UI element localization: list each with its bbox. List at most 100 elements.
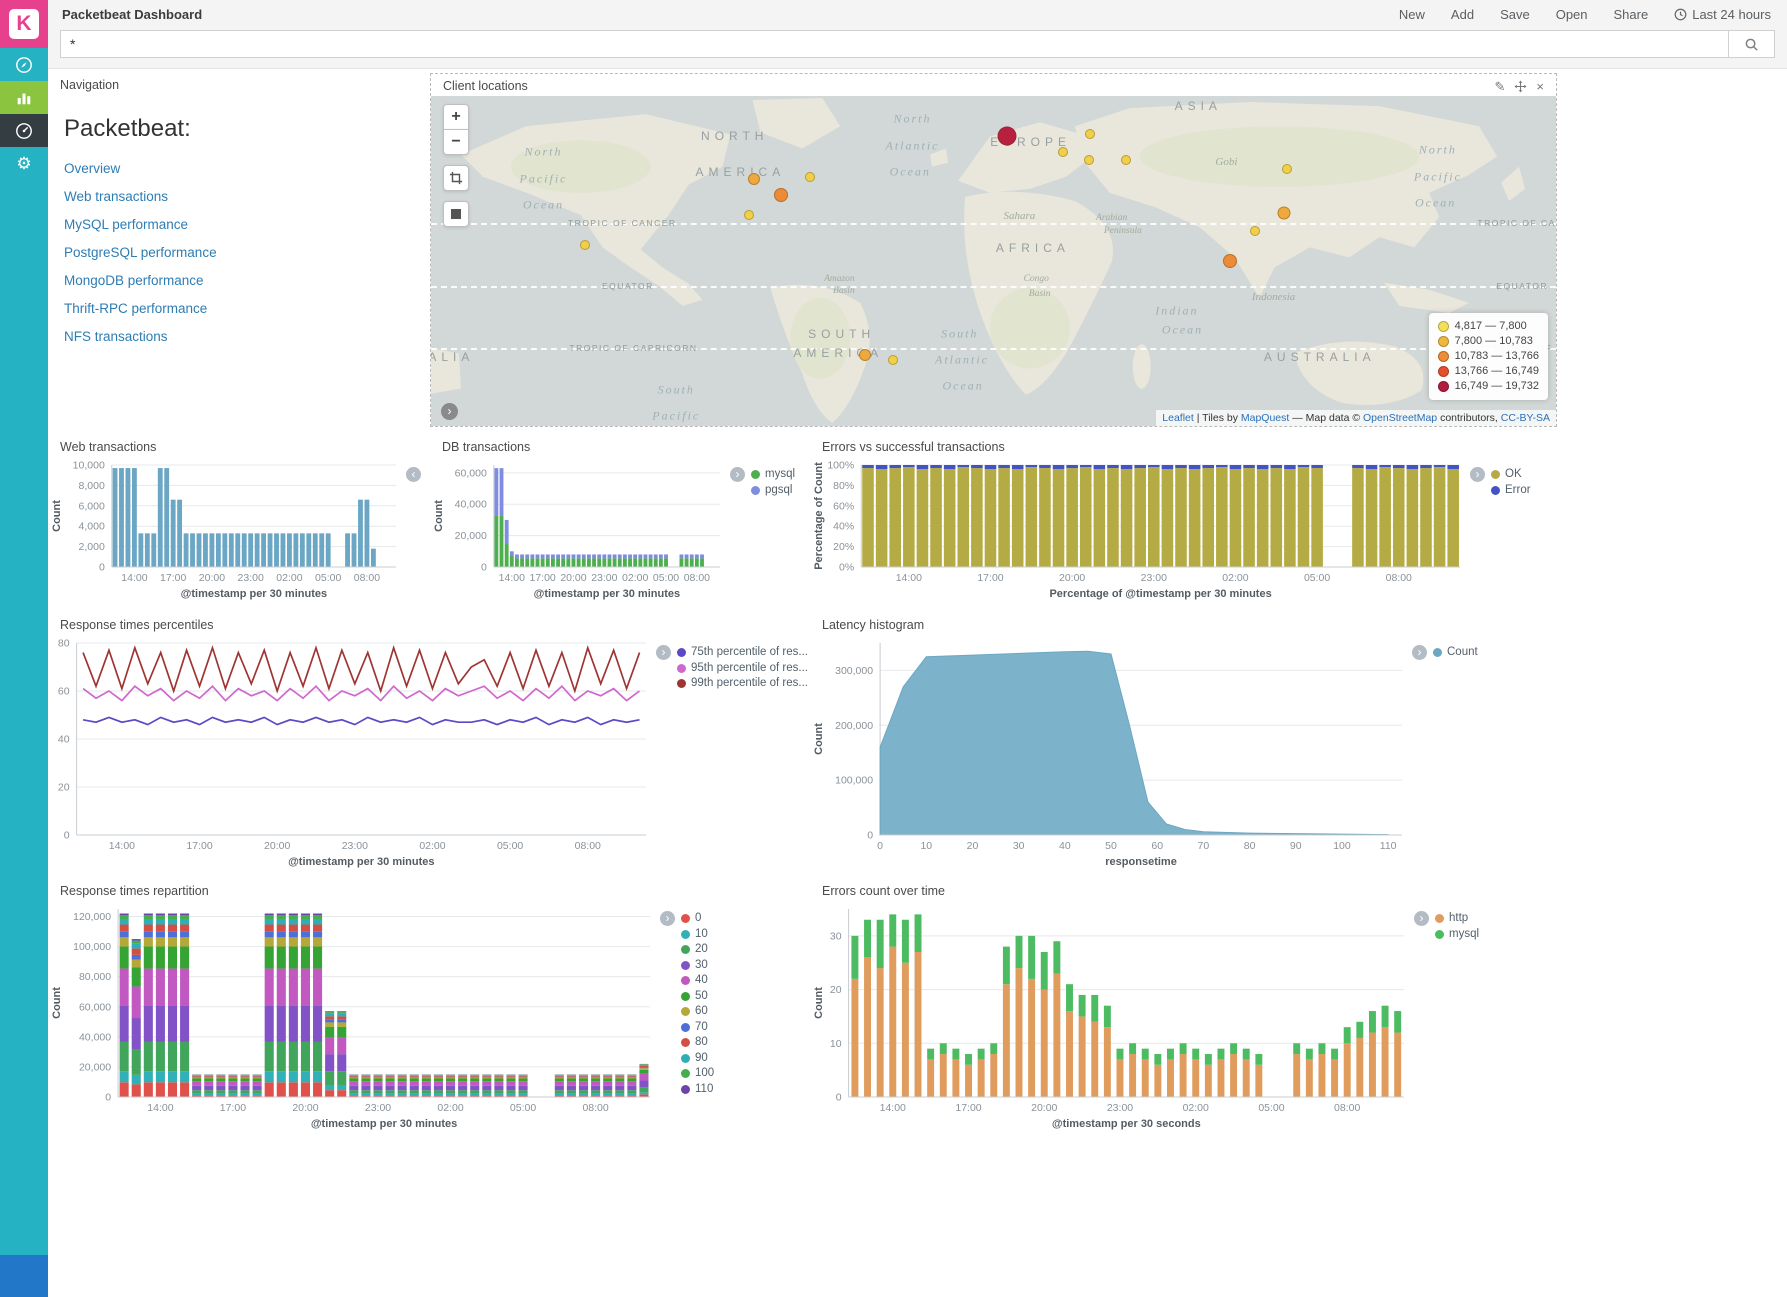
legend-item[interactable]: 60 (681, 1004, 714, 1020)
map-marker[interactable] (1084, 155, 1095, 166)
legend-item[interactable]: mysql (751, 467, 795, 483)
legend-toggle[interactable]: › (730, 467, 745, 482)
edit-panel-icon[interactable]: ✎ (1494, 78, 1506, 94)
legend-item[interactable]: 50 (681, 989, 714, 1005)
legend-item[interactable]: 100 (681, 1066, 714, 1082)
map-marker[interactable] (1222, 254, 1237, 268)
svg-text:08:00: 08:00 (1334, 1102, 1360, 1114)
map-marker[interactable] (1249, 226, 1260, 237)
response-repartition-chart[interactable]: 0 20,000 40,000 60,000 80,000 100,000 120,000 1… (48, 901, 660, 1133)
svg-text:100: 100 (1333, 840, 1351, 852)
errors-vs-ok-chart[interactable]: 0% 20% 40% 60% 80% 100% 14:00 17:00 20:00 23:00 02… (810, 457, 1470, 603)
search-button[interactable] (1729, 30, 1775, 58)
draw-filter-button[interactable] (443, 201, 469, 227)
legend-item[interactable]: Count (1433, 645, 1478, 661)
chart-canvas[interactable]: 0% 20% 40% 60% 80% 100% 14:00 17:00 20:00 23:00 02… (810, 457, 1470, 603)
map-controls: + − (443, 104, 469, 227)
map-marker[interactable] (773, 188, 788, 202)
map-marker[interactable] (1121, 155, 1132, 166)
legend-item[interactable]: 40 (681, 973, 714, 989)
map-marker[interactable] (805, 171, 816, 182)
nav-link-postgresql-performance[interactable]: PostgreSQL performance (64, 245, 217, 260)
chart-canvas[interactable]: 0 2,000 4,000 6,000 8,000 10,000 14:00 17:00 20:… (48, 457, 406, 603)
map-marker[interactable] (1282, 163, 1293, 174)
add-button[interactable]: Add (1450, 6, 1475, 22)
close-panel-icon[interactable]: × (1536, 78, 1544, 94)
errors-count-chart[interactable]: 0 10 20 30 14:00 17:00 20:00 23:00 02:00 05:00 08:… (810, 901, 1414, 1133)
sidebar-item-dashboard[interactable] (0, 114, 48, 147)
new-button[interactable]: New (1398, 6, 1425, 22)
map-marker[interactable] (744, 209, 755, 220)
svg-text:08:00: 08:00 (354, 572, 380, 584)
map-marker[interactable] (580, 239, 591, 250)
nav-heading: Packetbeat: (64, 115, 191, 142)
map-attribution-toggle[interactable]: › (441, 403, 458, 420)
legend-item[interactable]: 20 (681, 942, 714, 958)
map-marker[interactable] (747, 172, 760, 185)
kibana-logo[interactable]: K (0, 0, 48, 48)
share-button[interactable]: Share (1613, 6, 1649, 22)
query-input[interactable] (60, 30, 1729, 58)
open-button[interactable]: Open (1555, 6, 1588, 22)
legend-item[interactable]: 0 (681, 911, 714, 927)
time-picker[interactable]: Last 24 hours (1674, 7, 1771, 22)
nav-link-thrift-rpc-performance[interactable]: Thrift-RPC performance (64, 301, 208, 316)
nav-link-nfs-transactions[interactable]: NFS transactions (64, 329, 168, 344)
world-map[interactable]: North Pacific Ocean NORTH AMERICA North Atlant… (431, 96, 1556, 426)
nav-link-mongodb-performance[interactable]: MongoDB performance (64, 273, 204, 288)
legend-toggle[interactable]: › (656, 645, 671, 660)
legend-item[interactable]: OK (1491, 467, 1531, 483)
legend-toggle[interactable]: › (1470, 467, 1485, 482)
latency-histogram-chart[interactable]: 0 100,000 200,000 300,000 0 10 20 30 40 50 60 70 80 9… (810, 635, 1412, 871)
legend-item[interactable]: 75th percentile of res... (677, 645, 808, 661)
map-marker[interactable] (997, 126, 1017, 146)
map-marker[interactable] (859, 349, 872, 362)
legend-toggle[interactable]: ‹ (406, 467, 421, 482)
legend-item[interactable]: 95th percentile of res... (677, 661, 808, 677)
legend-item[interactable]: 90 (681, 1051, 714, 1067)
save-button[interactable]: Save (1500, 6, 1530, 22)
chart-canvas[interactable]: 0 10 20 30 14:00 17:00 20:00 23:00 02:00 05:00 08:… (810, 901, 1414, 1133)
legend-item[interactable]: pgsql (751, 483, 795, 499)
legend-item[interactable]: 70 (681, 1020, 714, 1036)
chart-canvas[interactable]: 0 20,000 40,000 60,000 80,000 100,000 120,000 1… (48, 901, 660, 1133)
sidebar-item-visualize[interactable] (0, 81, 48, 114)
legend-color-dot (681, 1007, 690, 1017)
map-marker[interactable] (888, 355, 899, 365)
move-panel-icon[interactable] (1514, 80, 1527, 93)
legend-label: Count (1447, 646, 1478, 658)
legend-toggle[interactable]: › (1414, 911, 1429, 926)
map-marker[interactable] (1277, 206, 1291, 220)
legend-item[interactable]: 99th percentile of res... (677, 676, 808, 692)
sidebar-item-settings[interactable]: ⚙ (0, 147, 48, 180)
legend-item[interactable]: http (1435, 911, 1479, 927)
zoom-out-button[interactable]: − (443, 129, 469, 155)
fit-bounds-button[interactable] (443, 165, 469, 191)
chart-canvas[interactable]: 0 20,000 40,000 60,000 14:00 17:00 20:00 23:00 0… (430, 457, 730, 603)
sidebar-item-discover[interactable] (0, 48, 48, 81)
attribution-link[interactable]: Leaflet (1162, 412, 1194, 424)
legend-item[interactable]: mysql (1435, 927, 1479, 943)
zoom-in-button[interactable]: + (443, 104, 469, 130)
attribution-link[interactable]: MapQuest (1240, 412, 1290, 424)
legend-color-dot (677, 648, 686, 658)
legend-item[interactable]: 80 (681, 1035, 714, 1051)
legend-item[interactable]: 30 (681, 958, 714, 974)
legend-item[interactable]: 10 (681, 927, 714, 943)
legend-item[interactable]: 110 (681, 1082, 714, 1098)
legend-toggle[interactable]: › (1412, 645, 1427, 660)
legend-item[interactable]: Error (1491, 483, 1531, 499)
attribution-link[interactable]: OpenStreetMap (1363, 412, 1438, 424)
nav-link-overview[interactable]: Overview (64, 161, 121, 176)
map-marker[interactable] (1058, 147, 1069, 158)
legend-toggle[interactable]: › (660, 911, 675, 926)
response-percentiles-chart[interactable]: 0 20 40 60 80 14:00 17:00 20:00 23:00 02:00 05:00 0… (48, 635, 656, 871)
web-transactions-chart[interactable]: 0 2,000 4,000 6,000 8,000 10,000 14:00 17:00 20:… (48, 457, 406, 603)
attribution-link[interactable]: CC-BY-SA (1500, 412, 1550, 424)
nav-link-mysql-performance[interactable]: MySQL performance (64, 217, 189, 232)
map-marker[interactable] (1085, 128, 1096, 139)
db-transactions-chart[interactable]: 0 20,000 40,000 60,000 14:00 17:00 20:00 23:00 0… (430, 457, 730, 603)
nav-link-web-transactions[interactable]: Web transactions (64, 189, 169, 204)
chart-canvas[interactable]: 0 20 40 60 80 14:00 17:00 20:00 23:00 02:00 05:00 0… (48, 635, 656, 871)
chart-canvas[interactable]: 0 100,000 200,000 300,000 0 10 20 30 40 50 60 70 80 9… (810, 635, 1412, 871)
